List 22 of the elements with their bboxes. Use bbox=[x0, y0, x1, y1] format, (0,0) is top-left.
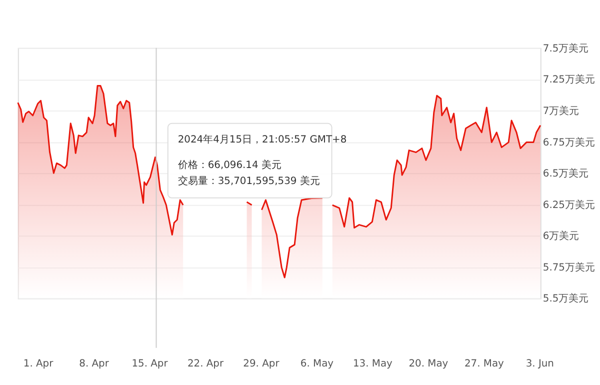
annotation: 价格：66,096.14 美元 bbox=[176, 159, 282, 172]
annotation: 交易量：35,701,595,539 美元 bbox=[178, 175, 320, 188]
y-tick-label: 7万美元 bbox=[542, 104, 580, 117]
x-tick-label: 15. Apr bbox=[132, 358, 169, 370]
y-tick-label: 6.75万美元 bbox=[542, 136, 595, 148]
y-tick-label: 5.5万美元 bbox=[542, 292, 589, 305]
x-tick-label: 1. Apr bbox=[23, 358, 54, 370]
x-tick-label: 29. Apr bbox=[243, 358, 280, 370]
x-tick-label: 27. May bbox=[464, 358, 504, 370]
x-tick-label: 22. Apr bbox=[187, 358, 224, 370]
x-tick-label: 3. Jun bbox=[526, 358, 554, 370]
y-tick-label: 7.25万美元 bbox=[542, 74, 595, 86]
x-tick-label: 13. May bbox=[352, 358, 393, 370]
x-tick-label: 20. May bbox=[408, 358, 448, 370]
y-tick-label: 6万美元 bbox=[542, 230, 580, 242]
y-tick-label: 6.25万美元 bbox=[542, 198, 595, 211]
y-tick-label: 5.75万美元 bbox=[542, 261, 595, 274]
x-tick-label: 6. May bbox=[300, 358, 334, 370]
y-tick-label: 7.5万美元 bbox=[542, 42, 589, 54]
x-tick-label: 8. Apr bbox=[79, 358, 110, 370]
y-tick-label: 6.5万美元 bbox=[542, 168, 589, 180]
annotation: 2024年4月15日，21:05:57 GMT+8 bbox=[178, 133, 347, 146]
